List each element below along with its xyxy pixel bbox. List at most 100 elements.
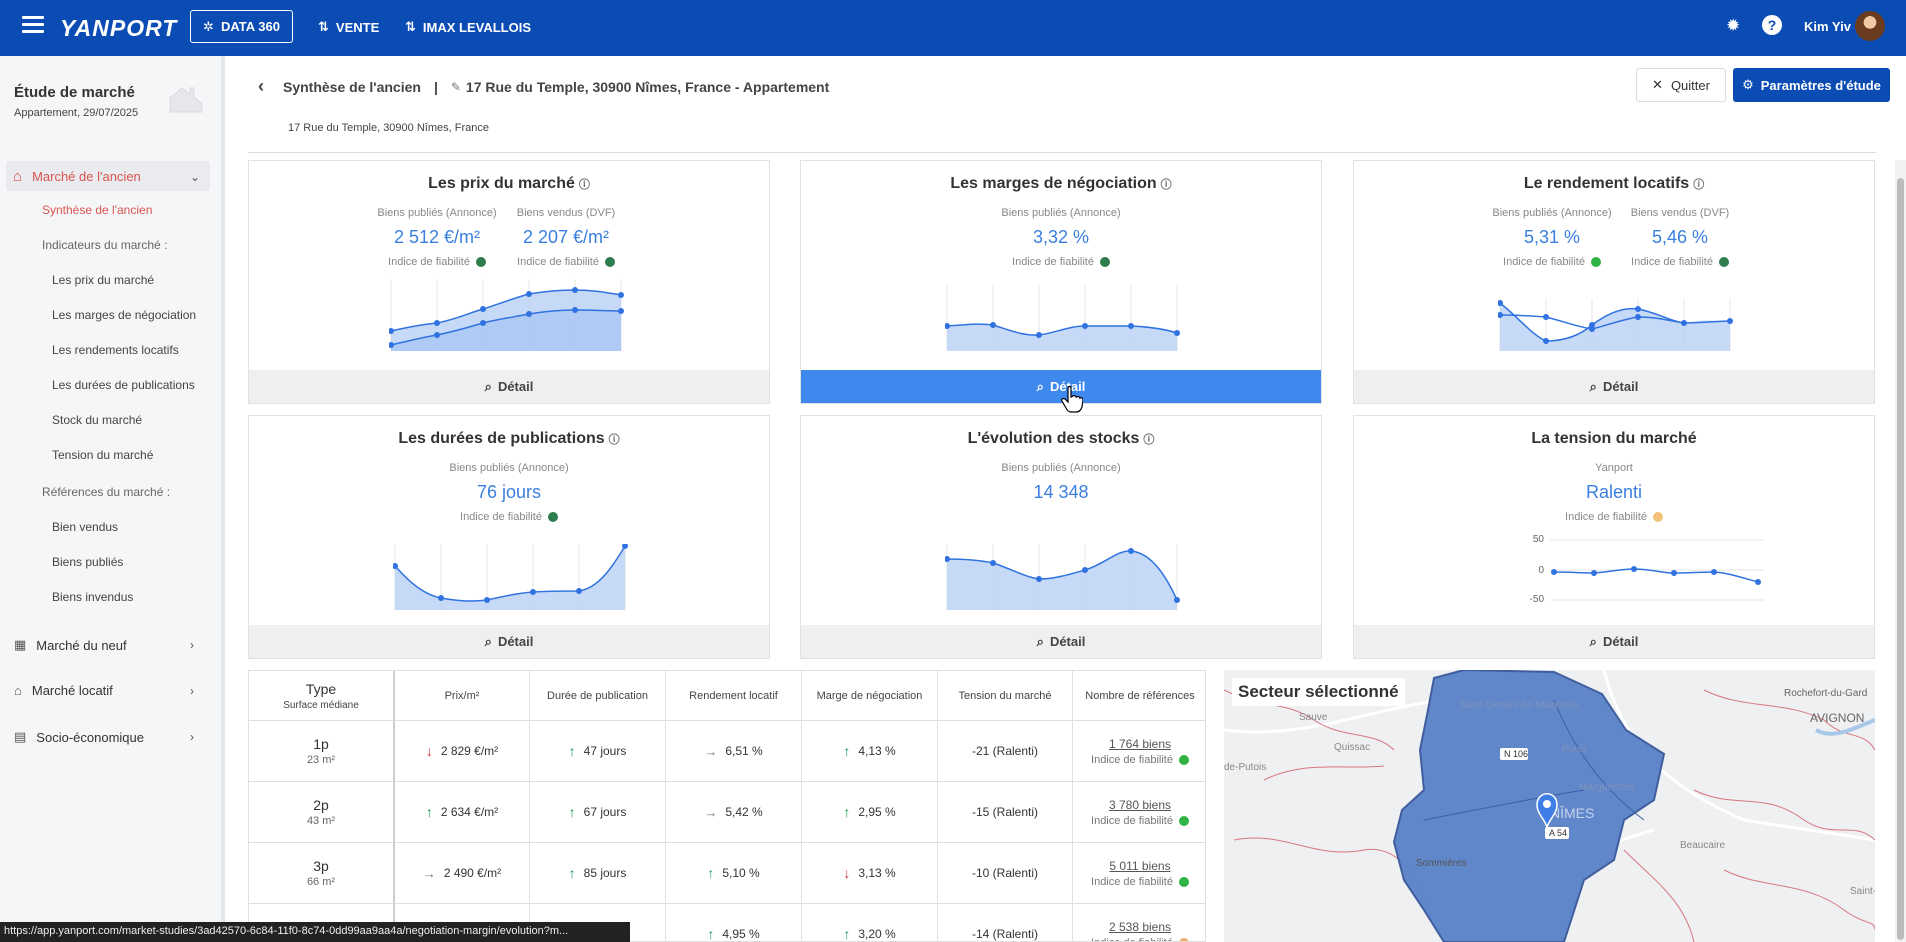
cell-value: 47 jours — [583, 744, 627, 758]
sidebar-item-biens-vendus[interactable]: Bien vendus — [52, 520, 119, 534]
cell-value: 85 jours — [583, 866, 627, 880]
refs-link[interactable]: 5 011 biens — [1109, 858, 1171, 873]
detail-button[interactable]: ⌕ Détail — [249, 625, 769, 658]
sidebar-item-biens-invendus[interactable]: Biens invendus — [52, 590, 134, 604]
user-name[interactable]: Kim Yiv — [1804, 19, 1851, 34]
detail-button-active[interactable]: ⌕ Détail — [801, 370, 1321, 403]
search-list-icon: ⌕ — [484, 378, 492, 394]
map-label: NÎMES — [1550, 805, 1594, 821]
sidebar-active-bg — [6, 161, 210, 191]
back-chevron-icon[interactable]: ‹ — [258, 76, 264, 96]
nav-vente[interactable]: ⇅ VENTE — [318, 19, 379, 35]
sidebar-item-marche-ancien[interactable]: ⌂ Marché de l'ancien — [13, 168, 141, 185]
reliability-index: Indice de fiabilité — [1091, 815, 1189, 827]
data360-label: DATA 360 — [220, 19, 280, 34]
axis-tick: 50 — [1532, 534, 1544, 545]
top-bar: YANPORT ✲ DATA 360 ⇅ VENTE ⇅ IMAX LEVALL… — [0, 0, 1906, 56]
reliability-index: Indice de fiabilité — [1554, 511, 1674, 523]
detail-label: Détail — [497, 634, 534, 649]
row-surface: 66 m² — [306, 876, 336, 888]
arrow-up-icon: ↑ — [843, 804, 851, 820]
sidebar-title: Étude de marché — [14, 84, 135, 101]
sidebar-item-stock[interactable]: Stock du marché — [52, 413, 143, 427]
sidebar-item-marche-neuf[interactable]: ▦ Marché du neuf — [14, 637, 127, 653]
cell-value: 2 490 €/m² — [443, 866, 502, 880]
page-scrollbar[interactable] — [1895, 160, 1906, 942]
metric-label: Biens vendus (DVF) — [516, 207, 616, 219]
search-list-icon: ⌕ — [1036, 378, 1044, 394]
menu-icon[interactable] — [22, 16, 44, 34]
chevron-right-icon[interactable]: › — [190, 730, 194, 744]
info-icon[interactable]: ⓘ — [1160, 179, 1172, 191]
detail-button[interactable]: ⌕ Détail — [1354, 370, 1874, 403]
detail-button[interactable]: ⌕ Détail — [249, 370, 769, 403]
detail-label: Détail — [1049, 379, 1086, 394]
detail-button[interactable]: ⌕ Détail — [1354, 625, 1874, 658]
row-type: 2p — [313, 797, 329, 813]
sidebar-item-label: Marché locatif — [31, 683, 113, 698]
breadcrumb: ‹ Synthèse de l'ancien | ✎ 17 Rue du Tem… — [258, 76, 829, 97]
chevron-right-icon[interactable]: › — [190, 638, 194, 652]
sidebar-item-biens-publies[interactable]: Biens publiés — [52, 555, 124, 569]
sidebar-item-marche-locatif[interactable]: ⌂ Marché locatif — [14, 683, 113, 698]
map-label: Quissac — [1334, 742, 1370, 753]
arrow-down-icon: ↓ — [843, 865, 851, 881]
arrow-flat-icon: → — [704, 804, 718, 820]
sidebar-item-durees[interactable]: Les durées de publications — [52, 378, 195, 392]
axis-tick: -50 — [1529, 594, 1544, 605]
chevron-down-icon[interactable]: ⌄ — [190, 170, 201, 184]
info-icon[interactable]: ⓘ — [578, 179, 590, 191]
sidebar-item-synthese[interactable]: Synthèse de l'ancien — [42, 203, 153, 217]
reliability-index: Indice de fiabilité — [1001, 256, 1121, 268]
chevron-right-icon[interactable]: › — [190, 684, 194, 698]
info-icon[interactable]: ⓘ — [1693, 179, 1705, 191]
light-icon[interactable]: ✹ — [1726, 16, 1741, 35]
refs-link[interactable]: 2 538 biens — [1108, 919, 1172, 934]
help-icon[interactable]: ? — [1762, 15, 1782, 35]
breadcrumb-synthese[interactable]: Synthèse de l'ancien — [283, 78, 421, 95]
data360-button[interactable]: ✲ DATA 360 — [190, 10, 293, 43]
map-title: Secteur sélectionné — [1232, 678, 1405, 706]
sidebar-item-socio[interactable]: ▤ Socio-économique — [14, 729, 144, 745]
avatar[interactable] — [1855, 11, 1885, 41]
reliability-dot — [1099, 257, 1110, 268]
arrow-up-icon: ↑ — [843, 743, 851, 759]
sidebar-item-rendements[interactable]: Les rendements locatifs — [52, 343, 179, 357]
row-surface: 23 m² — [306, 754, 336, 766]
detail-button[interactable]: ⌕ Détail — [801, 625, 1321, 658]
cell-prix: ↑ 2 634 €/m² — [395, 782, 530, 843]
metric-annonce: Biens publiés (Annonce) 5,31 % Indice de… — [1492, 207, 1612, 268]
study-settings-button[interactable]: ⚙ Paramètres d'étude — [1733, 68, 1890, 102]
card-evolution-stocks: L'évolution des stocks ⓘ Biens publiés (A… — [800, 415, 1322, 659]
card-prix-marche: Les prix du marché ⓘ Biens publiés (Annon… — [248, 160, 770, 404]
map-label: Sauve — [1299, 712, 1328, 723]
sidebar-item-prix[interactable]: Les prix du marché — [52, 273, 155, 287]
card-title: Les durées de publications ⓘ — [398, 430, 620, 447]
sidebar-item-label: Socio-économique — [36, 729, 144, 745]
cell-rendement: ↑ 4,95 % — [666, 904, 802, 941]
nav-imax-levallois[interactable]: ⇅ IMAX LEVALLOIS — [405, 19, 531, 35]
cell-refs: 2 538 biens Indice de fiabilité — [1073, 904, 1205, 941]
quit-button[interactable]: ✕ Quitter — [1636, 68, 1726, 102]
header-rendement: Rendement locatif — [666, 671, 802, 721]
table-row-type: 1p 23 m² — [249, 721, 395, 782]
metric-value: 2 512 €/m² — [393, 227, 481, 247]
edit-icon[interactable]: ✎ — [450, 79, 461, 94]
detail-label: Détail — [1602, 379, 1639, 394]
info-icon[interactable]: ⓘ — [1143, 434, 1155, 446]
metric-label: Biens vendus (DVF) — [1630, 207, 1730, 219]
sidebar-item-tension[interactable]: Tension du marché — [52, 448, 154, 462]
refs-link[interactable]: 1 764 biens — [1108, 736, 1172, 751]
map-pin-icon[interactable] — [1536, 793, 1558, 829]
metric-annonce: Biens publiés (Annonce) 14 348 — [1001, 462, 1121, 503]
refs-link[interactable]: 3 780 biens — [1108, 797, 1172, 812]
yield-trend-sparkline — [1498, 299, 1733, 351]
map-label: Marguerittes — [1579, 782, 1635, 793]
info-icon[interactable]: ⓘ — [608, 434, 620, 446]
metric-label: Biens publiés (Annonce) — [1492, 207, 1612, 219]
sector-map[interactable]: Saint-Geniès-de-Malgoirès Sauve Quissac … — [1224, 670, 1875, 942]
map-canvas[interactable]: Saint-Geniès-de-Malgoirès Sauve Quissac … — [1224, 670, 1875, 942]
sidebar-item-marges[interactable]: Les marges de négociation — [52, 308, 197, 322]
stock-trend-sparkline — [945, 544, 1180, 610]
logo[interactable]: YANPORT — [60, 15, 178, 41]
